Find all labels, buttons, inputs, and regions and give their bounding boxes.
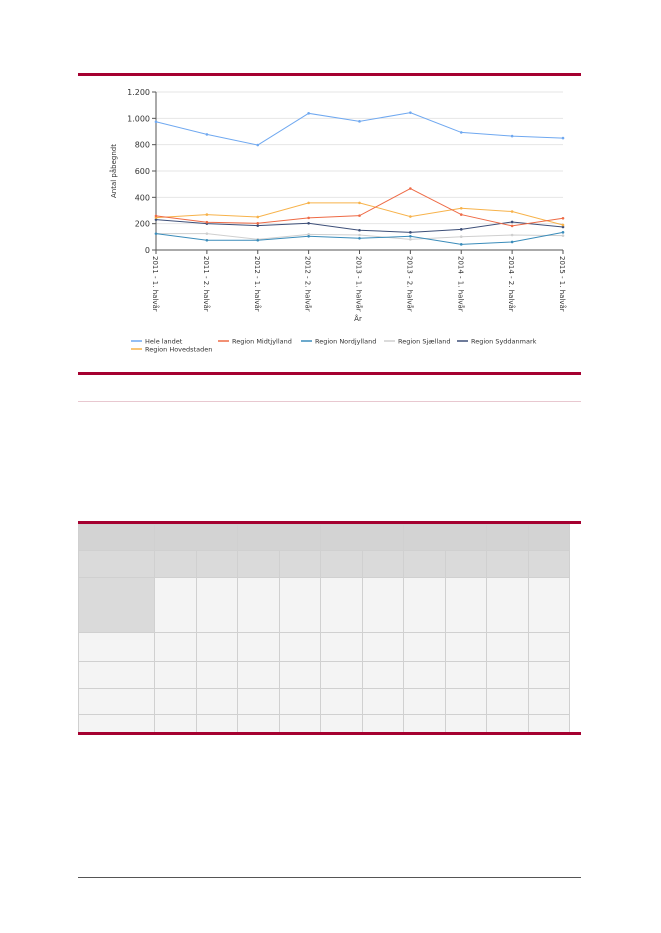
legend-label: Region Nordjylland — [315, 338, 376, 346]
data-point — [561, 223, 565, 227]
table-row — [78, 577, 623, 633]
y-tick-label: 600 — [135, 167, 150, 176]
data-point — [307, 221, 310, 225]
x-tick-label: 2014 - 2. halvår — [507, 256, 516, 312]
table-row — [78, 661, 623, 689]
legend-label: Region Sjælland — [398, 338, 450, 346]
data-point — [205, 133, 209, 136]
data-point — [205, 232, 209, 235]
data-point — [154, 218, 158, 221]
legend-label: Region Midtjylland — [232, 338, 292, 346]
data-point — [256, 238, 260, 242]
data-point — [510, 220, 514, 224]
table-subheader-row — [78, 550, 623, 578]
data-point — [256, 224, 260, 227]
line-chart: 0 200 400 600 800 1.000 1.200 2011 - 1. halvår 2… — [109, 88, 567, 354]
series-line-0 — [155, 112, 564, 146]
data-point — [409, 111, 412, 114]
data-point — [459, 235, 463, 239]
legend-label: Region Hovedstaden — [145, 346, 212, 354]
data-point — [510, 210, 514, 213]
x-tick-label: 2013 - 1. halvår — [355, 256, 364, 312]
data-point — [358, 236, 361, 240]
x-tick-label: 2011 - 2. halvår — [202, 256, 211, 312]
data-point — [459, 131, 463, 134]
data-point — [409, 187, 412, 190]
table-row — [78, 714, 623, 733]
data-point — [256, 215, 260, 219]
data-point — [358, 233, 361, 237]
y-tick-label: 1.000 — [127, 114, 150, 123]
y-tick-label: 400 — [135, 193, 150, 202]
table-row — [78, 632, 623, 662]
data-table — [78, 524, 581, 733]
data-point — [510, 134, 514, 138]
table-bottom-rule — [78, 732, 581, 735]
data-point — [459, 243, 463, 246]
legend-label: Region Syddanmark — [471, 338, 537, 346]
data-point — [561, 234, 565, 237]
data-point — [561, 225, 565, 229]
data-point — [358, 228, 361, 232]
x-tick-label: 2014 - 1. halvår — [456, 256, 465, 312]
data-point — [205, 238, 209, 242]
table-header-row — [78, 524, 623, 551]
data-point — [409, 215, 412, 218]
footer-rule — [78, 877, 581, 878]
data-point — [307, 216, 310, 220]
section-divider — [78, 401, 581, 402]
x-tick-label: 2012 - 1. halvår — [253, 256, 262, 312]
y-tick-label: 800 — [135, 141, 150, 150]
data-point — [307, 112, 310, 115]
data-point — [256, 221, 260, 225]
data-point — [409, 235, 412, 238]
table-row — [78, 688, 623, 715]
x-tick-label: 2011 - 1. halvår — [151, 256, 160, 312]
data-point — [154, 232, 158, 235]
data-point — [307, 233, 310, 236]
data-point — [510, 224, 514, 228]
data-point — [205, 220, 209, 224]
data-point — [409, 231, 412, 234]
data-point — [510, 240, 514, 244]
data-point — [358, 214, 361, 217]
data-point — [307, 201, 310, 205]
data-point — [358, 120, 361, 123]
data-point — [561, 136, 565, 140]
data-point — [256, 143, 260, 147]
data-point — [459, 213, 463, 216]
x-axis-title: År — [354, 314, 362, 323]
data-point — [154, 214, 158, 218]
data-point — [205, 213, 209, 216]
bottom-chart-rule — [78, 372, 581, 375]
data-point — [510, 233, 514, 237]
y-tick-label: 0 — [145, 246, 150, 255]
table-top-rule — [78, 521, 581, 524]
series-line-5 — [155, 202, 564, 226]
data-point — [154, 120, 158, 124]
top-chart-rule — [78, 73, 581, 76]
y-tick-label: 200 — [135, 220, 150, 229]
data-point — [307, 235, 310, 238]
x-tick-label: 2013 - 2. halvår — [405, 256, 414, 312]
data-point — [459, 206, 463, 210]
data-point — [459, 228, 463, 231]
y-tick-label: 1.200 — [127, 88, 150, 97]
x-tick-label: 2015 - 1. halvår — [558, 256, 567, 312]
series-line-1 — [155, 187, 564, 227]
data-point — [409, 238, 412, 241]
legend-label: Hele landet — [145, 338, 183, 346]
y-axis-title: Antal påbegndt — [109, 144, 118, 198]
data-point — [358, 201, 361, 205]
data-point — [561, 216, 565, 220]
data-point — [561, 231, 565, 234]
x-tick-label: 2012 - 2. halvår — [304, 256, 313, 312]
